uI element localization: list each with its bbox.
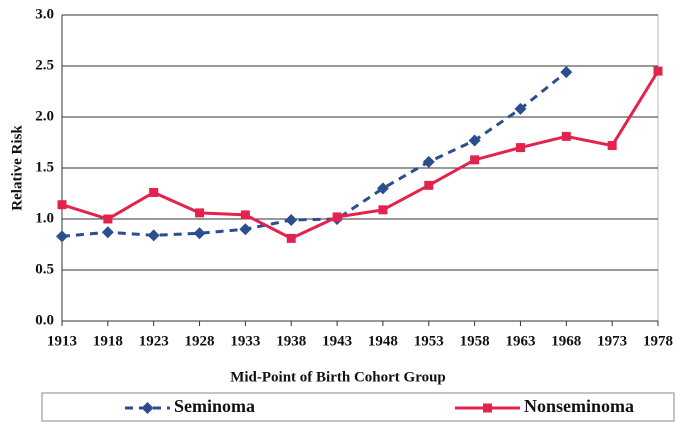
x-tick-label: 1978 — [643, 333, 673, 349]
marker — [378, 205, 388, 215]
marker — [193, 227, 206, 240]
y-tick-label: 3.0 — [35, 6, 54, 22]
marker — [195, 208, 205, 218]
marker — [149, 187, 159, 197]
series-line — [61, 70, 568, 238]
x-tick-label: 1948 — [368, 333, 398, 349]
x-tick-label: 1933 — [230, 333, 260, 349]
marker — [285, 214, 298, 227]
x-tick-label: 1943 — [322, 333, 352, 349]
x-tick-label: 1928 — [185, 333, 215, 349]
y-tick-label: 2.5 — [35, 57, 54, 73]
marker — [332, 212, 342, 222]
x-tick-label: 1973 — [597, 333, 627, 349]
marker — [514, 102, 527, 115]
x-tick-label: 1953 — [414, 333, 444, 349]
marker — [607, 141, 617, 151]
series-line — [61, 70, 660, 241]
marker — [422, 155, 435, 168]
marker — [141, 402, 154, 414]
y-tick-label: 0.5 — [35, 261, 54, 277]
marker — [101, 226, 114, 239]
x-tick-label: 1918 — [93, 333, 123, 349]
x-tick-label: 1938 — [276, 333, 306, 349]
legend-label: Seminoma — [174, 396, 255, 416]
y-tick-label: 0.0 — [35, 312, 54, 328]
x-tick-label: 1923 — [139, 333, 169, 349]
x-tick-label: 1968 — [551, 333, 581, 349]
marker — [653, 66, 663, 76]
marker — [470, 155, 480, 165]
y-tick-label: 2.0 — [35, 108, 54, 124]
y-tick-label: 1.0 — [35, 210, 54, 226]
y-axis-title: Relative Risk — [9, 125, 25, 211]
marker — [515, 143, 525, 153]
marker — [147, 229, 160, 242]
marker — [424, 180, 434, 190]
marker — [240, 210, 250, 220]
marker — [468, 134, 481, 147]
marker — [56, 230, 68, 243]
marker — [376, 182, 389, 195]
marker — [239, 223, 252, 236]
y-tick-label: 1.5 — [35, 159, 54, 175]
marker — [103, 214, 113, 224]
marker — [560, 66, 573, 79]
marker — [483, 403, 492, 413]
x-axis-title: Mid-Point of Birth Cohort Group — [230, 369, 446, 385]
x-tick-label: 1913 — [47, 333, 77, 349]
x-tick-label: 1963 — [505, 333, 535, 349]
marker — [286, 233, 296, 243]
legend-label: Nonseminoma — [524, 396, 634, 416]
marker — [57, 200, 67, 210]
x-tick-label: 1958 — [460, 333, 490, 349]
marker — [561, 131, 571, 141]
legend: Seminoma Nonseminoma — [125, 396, 634, 416]
